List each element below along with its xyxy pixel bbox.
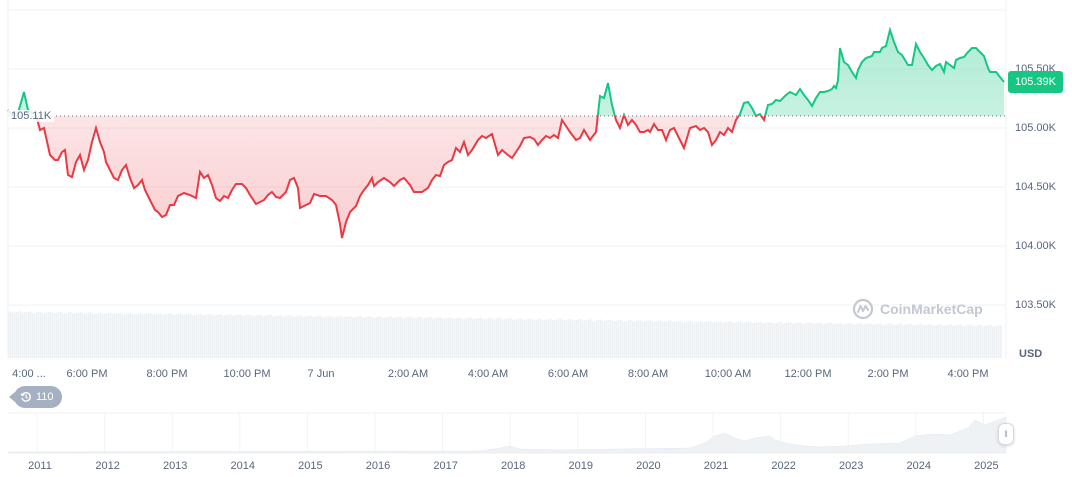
- history-badge[interactable]: 110: [9, 386, 62, 408]
- navigator-year-tick: 2020: [636, 460, 661, 472]
- currency-label: USD: [1019, 348, 1043, 360]
- navigator-year-tick: 2024: [906, 460, 932, 472]
- x-tick: 10:00 PM: [223, 368, 271, 380]
- coinmarketcap-watermark: CoinMarketCap: [852, 298, 983, 320]
- price-line-down: [11, 116, 767, 239]
- navigator-year-tick: 2017: [433, 460, 458, 472]
- y-tick: 104.00K: [1015, 240, 1056, 252]
- navigator-year-tick: 2025: [974, 460, 999, 472]
- area-above-reference: [8, 30, 1004, 116]
- current-price-badge: 105.39K: [1008, 71, 1063, 93]
- x-tick: 2:00 PM: [867, 368, 909, 380]
- navigator-year-tick: 2014: [230, 460, 256, 472]
- history-count: 110: [36, 391, 54, 403]
- x-tick: 8:00 AM: [627, 368, 669, 380]
- x-tick: 6:00 AM: [547, 368, 589, 380]
- volume-bars: [8, 311, 1002, 358]
- x-tick: 4:00 AM: [467, 368, 509, 380]
- navigator-year-tick: 2016: [365, 460, 391, 472]
- y-tick: 105.00K: [1015, 122, 1056, 134]
- drag-handle-icon: ‖: [1004, 429, 1008, 439]
- history-icon: [20, 391, 31, 402]
- navigator-year-tick: 2019: [568, 460, 594, 472]
- y-tick: 104.50K: [1015, 181, 1056, 193]
- x-tick: 12:00 PM: [784, 368, 832, 380]
- price-line-up: [7, 26, 1005, 116]
- navigator-year-tick: 2023: [838, 460, 864, 472]
- navigator-year-tick: 2011: [28, 460, 52, 472]
- x-tick: 7 Jun: [307, 368, 335, 380]
- navigator-year-tick: 2022: [771, 460, 796, 472]
- navigator-handle[interactable]: ‖: [998, 423, 1014, 445]
- reference-price-label: 105.11K: [8, 110, 55, 122]
- x-tick: 6:00 PM: [66, 368, 108, 380]
- navigator-history-area: [7, 416, 1007, 454]
- coinmarketcap-logo-icon: [852, 298, 874, 320]
- navigator-year-tick: 2013: [162, 460, 188, 472]
- navigator-year-tick: 2018: [500, 460, 526, 472]
- y-tick: 103.50K: [1015, 299, 1056, 311]
- x-tick: 4:00 ...: [12, 368, 46, 380]
- watermark-text: CoinMarketCap: [880, 301, 983, 317]
- navigator-year-tick: 2012: [95, 460, 120, 472]
- navigator-year-tick: 2021: [703, 460, 729, 472]
- x-tick: 10:00 AM: [704, 368, 752, 380]
- navigator-year-tick: 2015: [298, 460, 323, 472]
- x-tick: 2:00 AM: [387, 368, 429, 380]
- x-tick: 8:00 PM: [146, 368, 188, 380]
- area-below-reference: [8, 116, 1004, 238]
- x-tick: 4:00 PM: [947, 368, 989, 380]
- navigator[interactable]: [7, 412, 1007, 454]
